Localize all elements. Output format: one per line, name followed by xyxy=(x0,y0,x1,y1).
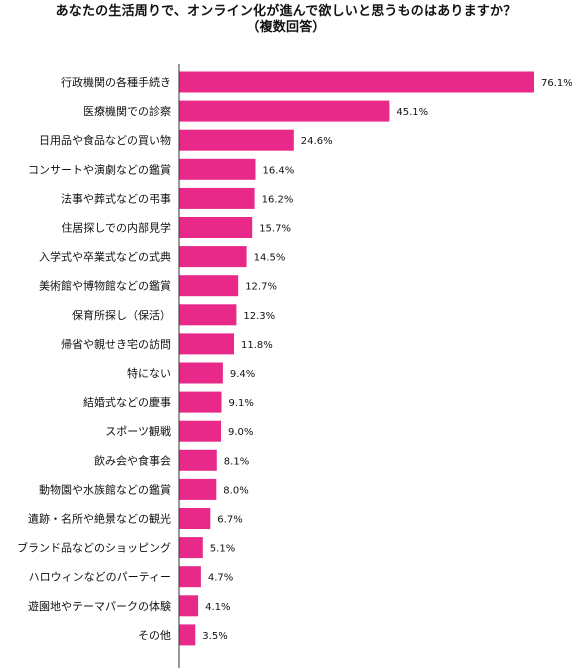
bar xyxy=(179,508,211,529)
chart-title: あなたの生活周りで、オンライン化が進んで欲しいと思うものはありますか？ xyxy=(55,4,517,19)
value-label: 76.1% xyxy=(541,78,572,89)
bar xyxy=(179,217,253,238)
value-label: 24.6% xyxy=(301,136,333,147)
category-label: 結婚式などの慶事 xyxy=(83,395,171,409)
bar xyxy=(179,420,221,442)
category-label: 帰省や親せき宅の訪問 xyxy=(61,337,171,351)
value-label: 6.7% xyxy=(217,515,242,526)
value-label: 3.5% xyxy=(202,631,227,642)
value-label: 16.2% xyxy=(262,194,294,205)
bar xyxy=(179,129,294,151)
bar xyxy=(179,449,217,471)
category-label: 行政機関の各種手続き xyxy=(61,75,171,89)
bar xyxy=(179,187,255,209)
value-label: 8.0% xyxy=(223,485,248,496)
bar xyxy=(179,71,534,93)
bar xyxy=(179,595,199,617)
category-label: 日用品や食品などの買い物 xyxy=(39,133,171,147)
category-label: 保育所探し（保活） xyxy=(72,308,171,322)
category-label: 医療機関での診察 xyxy=(83,104,171,118)
bar xyxy=(179,158,256,180)
value-label: 5.1% xyxy=(210,544,235,555)
bar xyxy=(179,362,223,384)
category-label: 美術館や博物館などの鑑賞 xyxy=(39,279,171,293)
chart-subtitle: （複数回答） xyxy=(246,20,326,35)
bar xyxy=(179,391,222,413)
value-label: 12.3% xyxy=(243,311,275,322)
category-label: 遊園地やテーマパークの体験 xyxy=(28,599,171,613)
category-label: 法事や葬式などの弔事 xyxy=(61,191,171,205)
value-label: 14.5% xyxy=(254,253,286,264)
bar xyxy=(179,624,196,646)
category-label: ブランド品などのショッピング xyxy=(17,541,171,555)
bar xyxy=(179,537,203,559)
category-label: 住居探しでの内部見学 xyxy=(61,221,171,235)
value-label: 11.8% xyxy=(241,340,273,351)
bar xyxy=(179,275,239,297)
value-label: 4.7% xyxy=(208,573,233,584)
value-label: 9.1% xyxy=(229,398,254,409)
bar xyxy=(179,304,237,326)
bar xyxy=(179,246,247,268)
category-label: コンサートや演劇などの鑑賞 xyxy=(28,162,171,176)
bar xyxy=(179,333,234,355)
value-label: 4.1% xyxy=(205,602,230,613)
category-label: 入学式や卒業式などの式典 xyxy=(39,250,171,264)
bar xyxy=(179,478,217,500)
bar xyxy=(179,100,390,122)
category-label: スポーツ観戦 xyxy=(105,424,171,438)
chart-title-block: あなたの生活周りで、オンライン化が進んで欲しいと思うものはありますか？ （複数回… xyxy=(0,4,572,36)
category-label: 飲み会や食事会 xyxy=(94,453,171,467)
category-label: 特にない xyxy=(127,366,171,380)
bar xyxy=(179,566,201,588)
category-label: 遺跡・名所や絶景などの観光 xyxy=(28,512,171,526)
value-label: 9.0% xyxy=(228,427,253,438)
value-label: 9.4% xyxy=(230,369,255,380)
category-label: ハロウィンなどのパーティー xyxy=(29,571,171,584)
value-label: 15.7% xyxy=(259,224,291,235)
category-label: その他 xyxy=(138,629,171,642)
value-label: 16.4% xyxy=(263,165,295,176)
value-label: 45.1% xyxy=(396,107,428,118)
value-label: 12.7% xyxy=(245,282,277,293)
value-label: 8.1% xyxy=(224,456,249,467)
category-label: 動物園や水族館などの鑑賞 xyxy=(39,482,171,496)
